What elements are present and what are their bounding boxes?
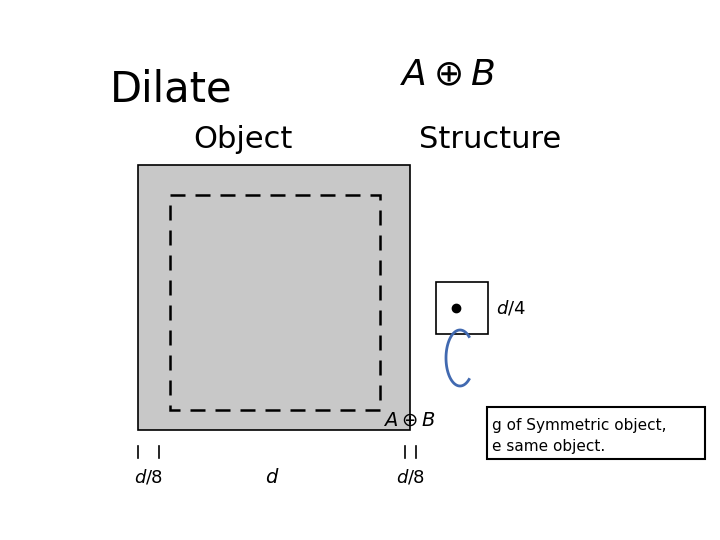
Bar xyxy=(170,195,380,410)
Text: $d$: $d$ xyxy=(265,468,279,487)
Bar xyxy=(436,282,488,334)
Text: $A \oplus B$: $A \oplus B$ xyxy=(400,58,495,92)
Text: $A \oplus B$: $A \oplus B$ xyxy=(382,410,435,429)
Bar xyxy=(487,407,705,459)
Text: e same object.: e same object. xyxy=(492,439,606,454)
Text: Dilate: Dilate xyxy=(110,68,233,110)
Text: g of Symmetric object,: g of Symmetric object, xyxy=(492,418,667,433)
Text: $d/8$: $d/8$ xyxy=(395,468,424,487)
Text: Object: Object xyxy=(193,125,293,154)
Text: Structure: Structure xyxy=(419,125,561,154)
Text: $d/8$: $d/8$ xyxy=(134,468,163,487)
Text: $d/4$: $d/4$ xyxy=(496,299,526,318)
Bar xyxy=(138,165,410,430)
